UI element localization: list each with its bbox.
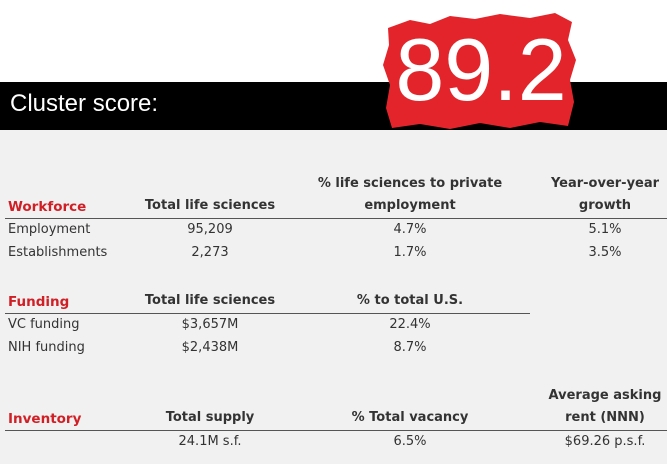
cell-value: $2,438M [181,340,239,355]
cell-value: 22.4% [389,317,431,332]
score-brush [383,13,576,129]
cell-value: 3.5% [588,245,622,260]
cell-value: 4.7% [393,222,427,237]
column-header: Total life sciences [144,293,276,308]
cell-value: 2,273 [191,245,229,260]
cell-value: 95,209 [187,222,233,237]
cell-value: $3,657M [181,317,239,332]
cell-value: 6.5% [393,434,427,449]
header-rule [5,430,667,431]
cell-value: $69.26 p.s.f. [564,434,646,449]
cell-value: 1.7% [393,245,427,260]
row-label: VC funding [8,317,80,332]
section-title: Funding [8,294,70,310]
column-header: Total life sciences [144,198,276,213]
column-header: % life sciences to private employment [317,176,503,213]
row-label: Establishments [8,245,108,260]
section-title: Workforce [8,199,87,215]
score-label: Cluster score: [10,90,159,117]
cell-value: 24.1M s.f. [178,434,242,449]
background [0,130,667,464]
column-header: % to total U.S. [356,293,464,308]
column-header: Year-over-year growth [550,176,660,213]
section-title: Inventory [8,411,82,427]
column-header: Total supply [165,410,255,425]
header-rule [5,218,667,219]
cell-value: 8.7% [393,340,427,355]
column-header: % Total vacancy [351,410,469,425]
header-rule [5,313,530,314]
score-value: 89.2 [395,20,567,119]
column-header: Average asking rent (NNN) [548,388,662,425]
row-label: NIH funding [8,340,85,355]
cell-value: 5.1% [588,222,622,237]
row-label: Employment [8,222,91,237]
